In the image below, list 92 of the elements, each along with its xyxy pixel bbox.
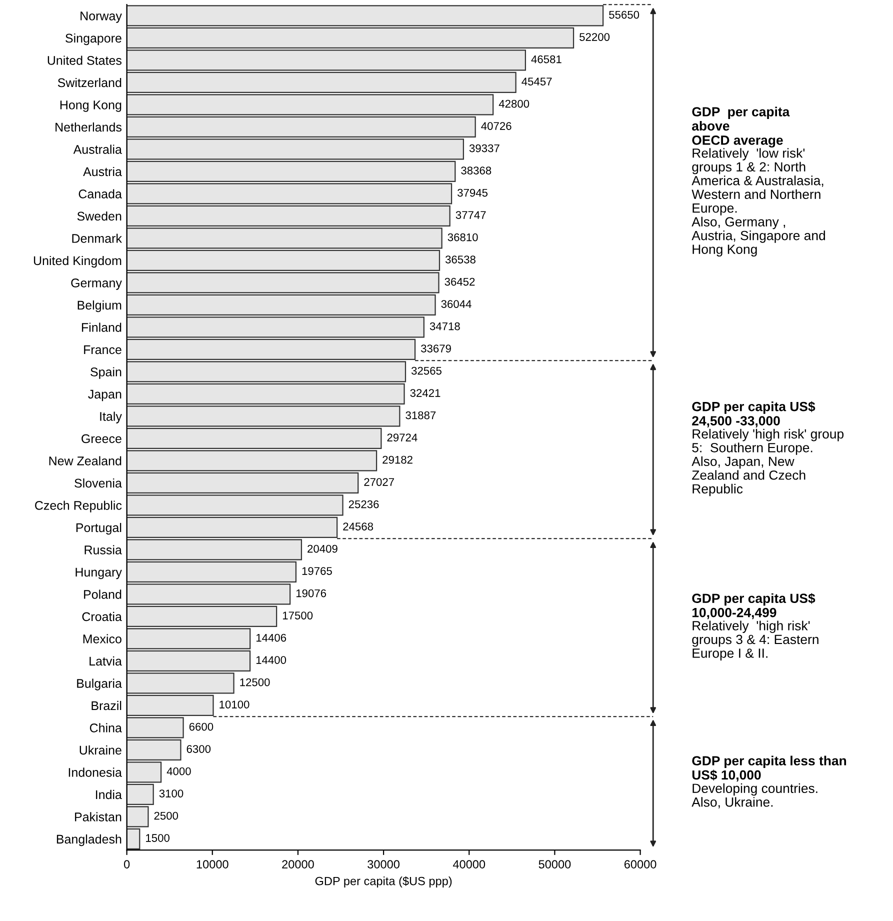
y-tick-label: Italy	[100, 412, 122, 424]
data-label: 37747	[456, 211, 486, 219]
text: Relatively 'high risk' groups 3 & 4: Eastern Europe I & II.	[692, 620, 818, 660]
data-label: 29182	[382, 456, 412, 464]
y-tick-label: Brazil	[92, 700, 122, 710]
y-tick-label: Hungary	[76, 568, 122, 580]
data-label: 14406	[256, 634, 286, 642]
y-tick-label: Japan	[88, 390, 122, 402]
y-tick-label: Mexico	[83, 634, 122, 644]
data-label: 45457	[522, 78, 552, 86]
data-label: 42800	[498, 100, 530, 108]
data-label: 52200	[580, 33, 610, 41]
data-label: 38368	[461, 166, 492, 174]
text: GDP per capita US$ 10,000-24,499	[692, 593, 816, 620]
x-tick-label: 60000	[624, 860, 656, 868]
data-label: 14400	[256, 656, 286, 664]
y-tick-label: Netherlands	[56, 122, 122, 132]
text: Relatively 'high risk' group 5: Southern Europe. Also, Japan, New Zealand and Czech Republic	[692, 428, 844, 496]
data-label: 10100	[220, 700, 250, 708]
y-tick-label: Canada	[78, 189, 122, 198]
data-label: 40726	[481, 122, 512, 130]
data-label: 36810	[448, 233, 478, 242]
y-tick-label: Hong Kong	[60, 100, 122, 112]
data-label: 24568	[343, 522, 374, 530]
data-label: 34718	[430, 322, 460, 330]
data-label: 36538	[445, 256, 476, 264]
y-tick-label: Germany	[71, 278, 122, 290]
x-axis-title: GDP per capita ($US ppp)	[315, 876, 452, 888]
data-label: 37945	[458, 188, 488, 197]
y-tick-label: Croatia	[82, 612, 122, 622]
y-tick-label: United States	[48, 56, 122, 65]
y-tick-label: Russia	[84, 545, 122, 554]
y-tick-label: Poland	[84, 590, 122, 599]
y-tick-label: Portugal	[76, 522, 122, 535]
y-tick-label: Pakistan	[75, 812, 122, 822]
y-tick-label: Austria	[83, 166, 122, 176]
data-label: 19076	[296, 589, 326, 598]
data-label: 33679	[421, 344, 451, 352]
y-tick-label: United Kingdom	[34, 256, 122, 268]
y-tick-label: Spain	[90, 367, 122, 379]
y-tick-label: Ukraine	[80, 745, 122, 755]
text: Developing countries. Also, Ukraine.	[692, 783, 818, 808]
y-tick-label: Australia	[73, 144, 122, 154]
y-tick-label: Indonesia	[68, 768, 122, 777]
data-label: 6600	[189, 722, 214, 731]
data-label: 32421	[410, 389, 440, 397]
y-tick-label: Switzerland	[58, 78, 122, 88]
y-tick-label: Bangladesh	[56, 834, 122, 846]
y-tick-label: China	[90, 723, 122, 732]
x-tick-label: 50000	[538, 860, 571, 868]
y-tick-label: Finland	[82, 322, 122, 332]
text: GDP per capita above OECD average	[692, 106, 790, 148]
x-tick-label: 40000	[452, 860, 486, 868]
y-tick-label: New Zealand	[49, 456, 122, 466]
data-label: 6300	[186, 745, 211, 753]
data-label: 2500	[154, 812, 178, 820]
y-tick-label: Norway	[80, 12, 122, 23]
data-label: 39337	[469, 144, 500, 152]
text: Relatively 'low risk' groups 1 & 2: North America & Australasia, Western and Northern Europe. Also, Germany , Austria, Singapore and Hong Kong	[692, 148, 826, 257]
y-tick-label: Czech Republic	[35, 500, 122, 512]
data-label: 46581	[531, 55, 562, 64]
y-tick-label: Greece	[82, 434, 122, 444]
y-tick-label: India	[96, 790, 122, 800]
data-label: 36044	[441, 300, 472, 308]
data-label: 31887	[406, 411, 436, 420]
data-label: 36452	[444, 278, 475, 286]
x-tick-label: 10000	[196, 860, 228, 868]
data-label: 27027	[364, 478, 394, 486]
y-tick-label: Singapore	[66, 33, 122, 46]
text: GDP per capita US$ 24,500 -33,000	[692, 401, 816, 428]
y-tick-label: Belgium	[78, 300, 122, 312]
y-tick-label: Sweden	[77, 211, 122, 221]
x-tick-label: 30000	[368, 860, 400, 868]
data-label: 32565	[411, 366, 442, 375]
y-tick-label: Latvia	[90, 656, 122, 666]
data-label: 29724	[387, 434, 418, 442]
data-label: 20409	[308, 544, 338, 553]
data-label: 17500	[282, 612, 313, 620]
data-label: 25236	[348, 500, 379, 508]
data-label: 4000	[166, 767, 191, 776]
data-label: 1500	[146, 834, 170, 842]
data-label: 55650	[609, 10, 640, 19]
y-tick-label: Denmark	[72, 234, 122, 243]
x-tick-label: 0	[124, 860, 130, 868]
data-label: 19765	[302, 567, 332, 575]
data-label: 12500	[240, 678, 270, 686]
data-label: 3100	[159, 790, 184, 798]
x-tick-label: 20000	[282, 860, 314, 868]
y-tick-label: France	[84, 345, 122, 354]
y-tick-label: Bulgaria	[77, 678, 122, 690]
y-tick-label: Slovenia	[74, 478, 122, 488]
text: GDP per capita less than US$ 10,000	[692, 756, 846, 782]
